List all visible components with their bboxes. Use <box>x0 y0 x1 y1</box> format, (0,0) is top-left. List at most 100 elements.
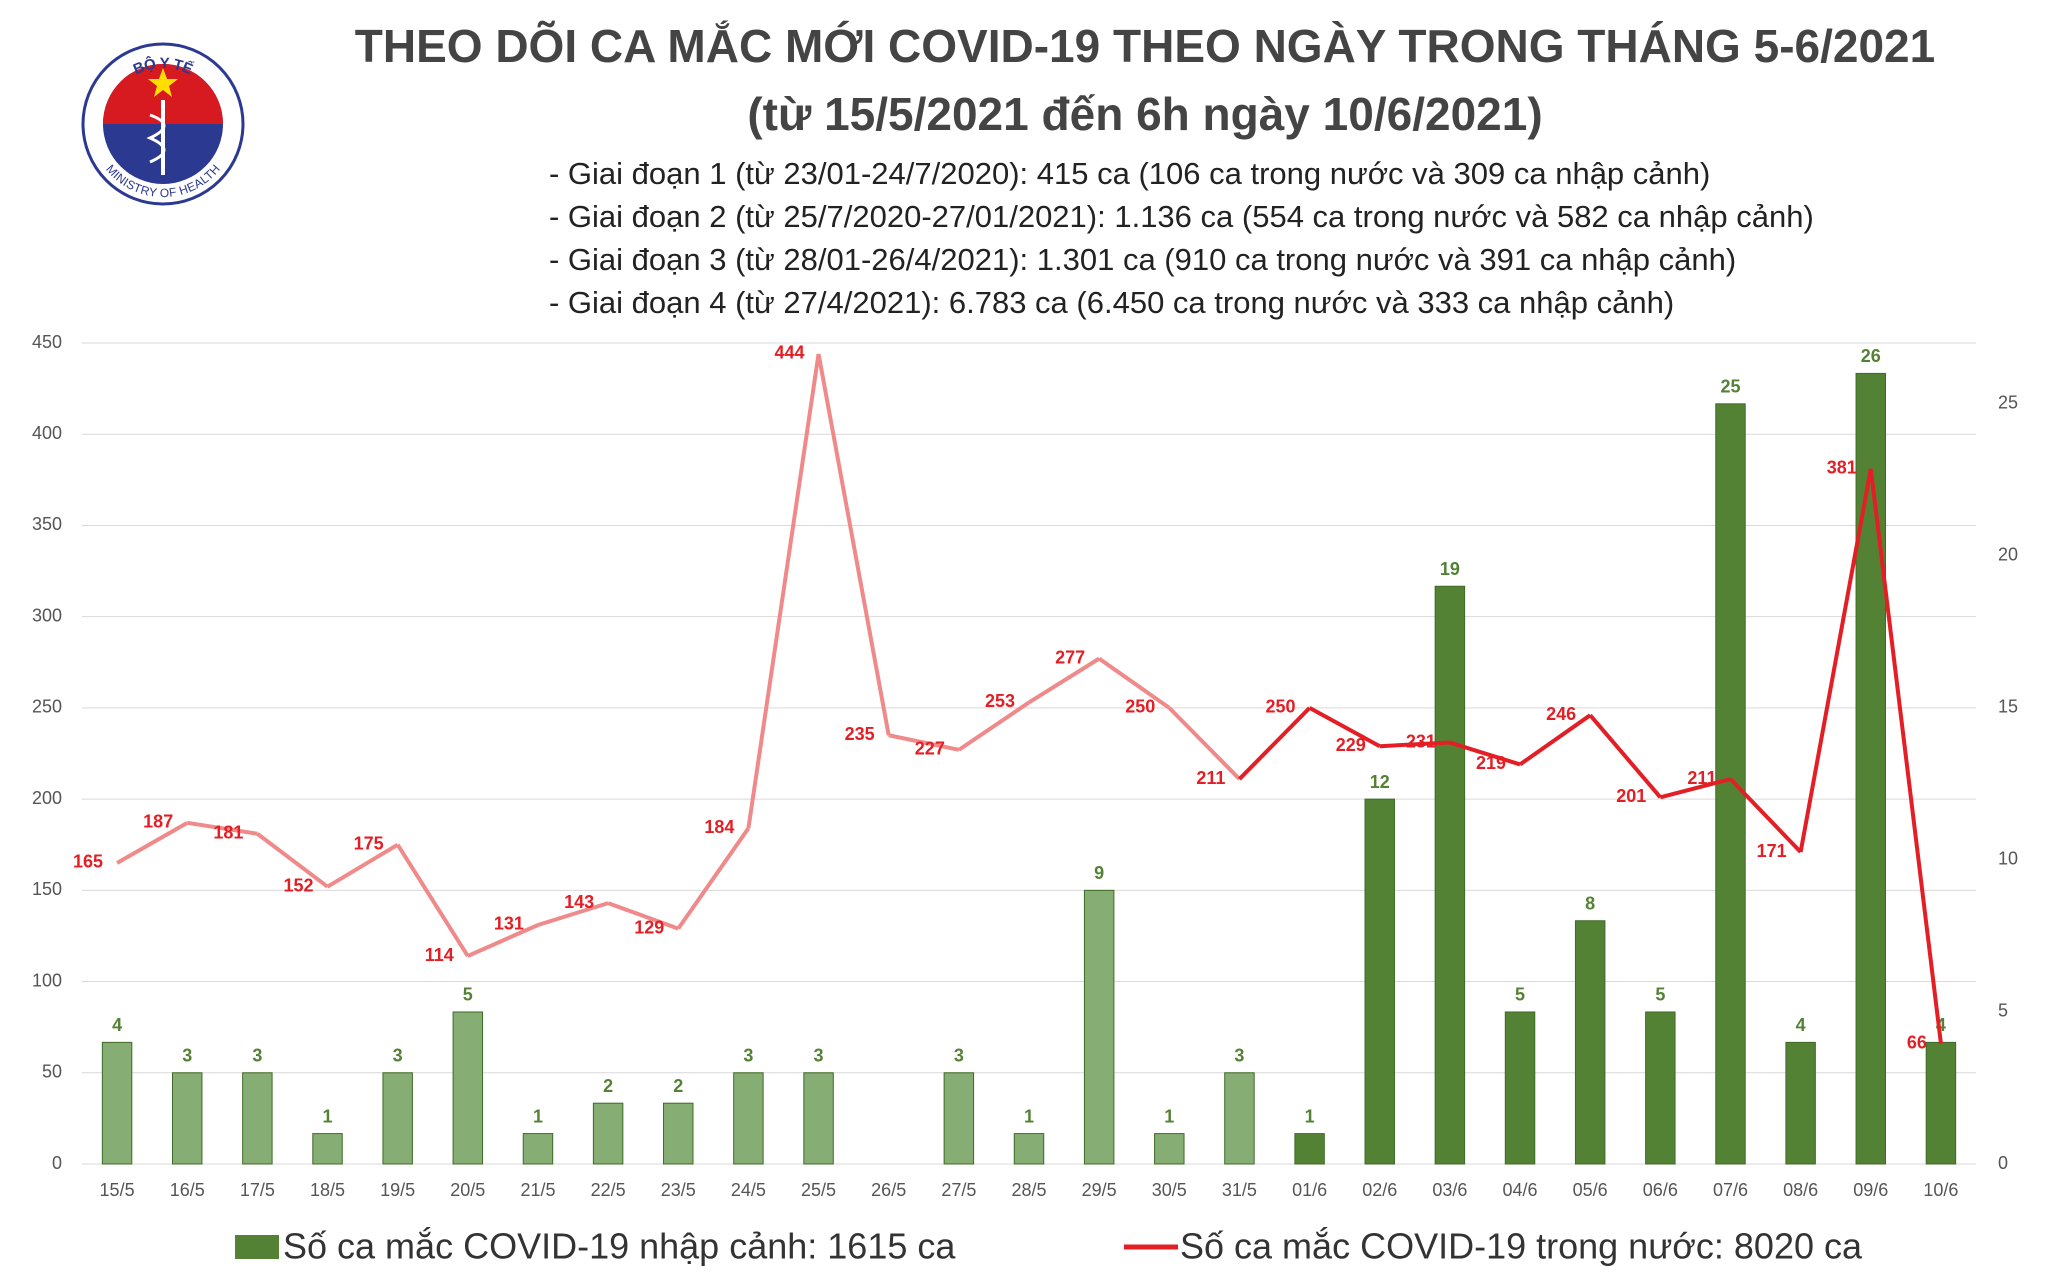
line-value-label: 171 <box>1757 841 1787 861</box>
bar <box>1504 1011 1536 1165</box>
line-segment <box>1098 656 1171 710</box>
legend-swatch <box>235 1235 279 1259</box>
bar-value-label: 1 <box>1305 1106 1315 1126</box>
bar-value-label: 19 <box>1440 559 1460 579</box>
bar-value-label: 4 <box>1796 1015 1806 1035</box>
line-value-label: 246 <box>1546 704 1576 724</box>
line-value-label: 184 <box>704 817 734 837</box>
y-tick-label: 50 <box>42 1062 62 1082</box>
x-tick-label: 09/6 <box>1853 1180 1888 1200</box>
bar <box>382 1072 413 1165</box>
line-value-label: 114 <box>425 945 454 965</box>
x-tick-label: 23/5 <box>661 1180 696 1200</box>
bar <box>242 1072 273 1165</box>
y2-tick-label: 10 <box>1998 849 2018 869</box>
logo-snake <box>146 113 166 164</box>
line-value-label: 219 <box>1476 753 1506 773</box>
line-segment <box>1167 706 1241 781</box>
bar-value-label: 1 <box>533 1106 543 1126</box>
logo-star <box>148 68 178 97</box>
chart-title: THEO DÕI CA MẮC MỚI COVID-19 THEO NGÀY T… <box>355 20 1935 72</box>
line-value-label: 250 <box>1125 697 1155 717</box>
bar-value-label: 3 <box>182 1046 192 1066</box>
line-segment <box>1449 740 1521 767</box>
line-value-label: 235 <box>845 724 875 744</box>
bar-value-label: 12 <box>1370 772 1390 792</box>
x-tick-label: 20/5 <box>450 1180 485 1200</box>
bar <box>803 1072 834 1165</box>
x-tick-label: 22/5 <box>591 1180 626 1200</box>
x-tick-label: 18/5 <box>310 1180 345 1200</box>
note: - Giai đoạn 4 (từ 27/4/2021): 6.783 ca (… <box>549 285 1674 320</box>
bar <box>1434 585 1466 1165</box>
line-segment <box>537 901 609 927</box>
x-tick-label: 02/6 <box>1362 1180 1397 1200</box>
y-tick-label: 300 <box>32 605 62 625</box>
line-value-label: 152 <box>283 875 313 895</box>
line-value-label: 181 <box>213 823 243 843</box>
bar-value-label: 2 <box>673 1076 683 1096</box>
line-segment <box>256 832 329 889</box>
note: - Giai đoạn 2 (từ 25/7/2020-27/01/2021):… <box>549 199 1814 234</box>
line-segment <box>607 901 679 931</box>
line-value-label: 143 <box>564 892 594 912</box>
bar-value-label: 3 <box>814 1046 824 1066</box>
y2-tick-label: 20 <box>1998 545 2018 565</box>
bar <box>1083 889 1115 1165</box>
bar <box>733 1072 764 1165</box>
line-segment <box>116 821 189 865</box>
line-value-label: 231 <box>1406 731 1436 751</box>
x-tick-label: 26/5 <box>871 1180 906 1200</box>
bar <box>1645 1011 1676 1165</box>
x-tick-label: 31/5 <box>1222 1180 1257 1200</box>
x-tick-label: 25/5 <box>801 1180 836 1200</box>
line-segment <box>746 353 821 829</box>
bar-value-label: 1 <box>1164 1106 1174 1126</box>
line-value-label: 66 <box>1907 1032 1927 1052</box>
x-tick-label: 24/5 <box>731 1180 766 1200</box>
bar <box>943 1072 975 1165</box>
bar-value-label: 3 <box>252 1046 262 1066</box>
bar-value-label: 25 <box>1720 377 1740 397</box>
line-segment <box>676 827 751 930</box>
line-segment <box>326 843 399 889</box>
bar-value-label: 1 <box>1024 1106 1034 1126</box>
line-segment <box>467 923 539 958</box>
bar-value-label: 3 <box>1234 1046 1244 1066</box>
x-tick-label: 17/5 <box>240 1180 275 1200</box>
line-segment <box>186 820 258 836</box>
bar-value-label: 2 <box>603 1076 613 1096</box>
y2-tick-label: 15 <box>1998 697 2018 717</box>
line-value-label: 444 <box>775 343 805 363</box>
line-segment <box>816 353 891 736</box>
bar <box>1715 403 1746 1165</box>
line-value-label: 381 <box>1827 458 1857 478</box>
x-tick-label: 16/5 <box>170 1180 205 1200</box>
x-tick-label: 04/6 <box>1503 1180 1538 1200</box>
bar-value-label: 3 <box>954 1046 964 1066</box>
x-tick-label: 27/5 <box>941 1180 976 1200</box>
logo: BỘ Y TẾ MINISTRY OF HEALTH <box>81 42 245 206</box>
bar <box>592 1102 624 1165</box>
line-value-label: 187 <box>143 812 173 832</box>
line-segment <box>1238 706 1312 781</box>
bar-value-label: 1 <box>323 1106 333 1126</box>
bar <box>1574 920 1606 1165</box>
line-value-label: 250 <box>1266 697 1296 717</box>
line-segment <box>1027 656 1101 705</box>
line-value-label: 131 <box>494 914 524 934</box>
x-tick-label: 30/5 <box>1152 1180 1187 1200</box>
line-segment <box>395 843 470 958</box>
bar-value-label: 9 <box>1094 863 1104 883</box>
line-segment <box>1588 713 1662 799</box>
x-tick-label: 05/6 <box>1573 1180 1608 1200</box>
x-tick-label: 29/5 <box>1082 1180 1117 1200</box>
line-segment <box>1659 777 1731 800</box>
y-tick-label: 450 <box>32 332 62 352</box>
logo-top <box>103 64 223 124</box>
y-tick-label: 350 <box>32 514 62 534</box>
bar <box>1224 1072 1255 1165</box>
line-value-label: 201 <box>1616 786 1646 806</box>
